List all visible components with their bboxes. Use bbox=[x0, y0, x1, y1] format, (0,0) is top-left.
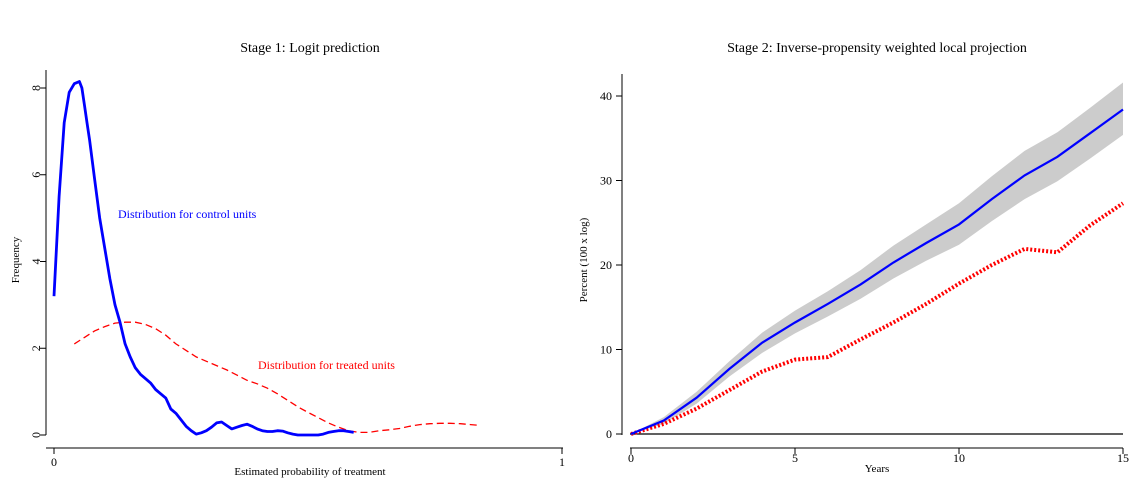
left-y-tick-label: 2 bbox=[29, 345, 43, 351]
right-x-tick-label: 10 bbox=[953, 451, 965, 465]
left-x-tick-label: 1 bbox=[559, 455, 565, 469]
control-units-annotation: Distribution for control units bbox=[118, 207, 257, 221]
treated-density-line bbox=[73, 321, 481, 434]
right-x-ticks: 0 5 10 15 bbox=[628, 448, 1129, 465]
comparison-line bbox=[630, 201, 1125, 436]
right-x-tick-label: 15 bbox=[1117, 451, 1129, 465]
left-series-group bbox=[52, 80, 481, 437]
right-confidence-band-group bbox=[631, 82, 1123, 434]
left-y-tick-label: 0 bbox=[29, 432, 43, 438]
left-y-tick-label: 8 bbox=[29, 85, 43, 91]
right-y-tick-label: 20 bbox=[600, 258, 612, 272]
right-y-tick-label: 10 bbox=[600, 343, 612, 357]
right-series-group bbox=[630, 108, 1125, 436]
left-x-tick-label: 0 bbox=[51, 455, 57, 469]
right-y-tick-label: 30 bbox=[600, 174, 612, 188]
right-x-tick-label: 0 bbox=[628, 451, 634, 465]
right-panel: Stage 2: Inverse-propensity weighted loc… bbox=[578, 41, 1129, 475]
left-y-axis-label: Frequency bbox=[10, 236, 22, 283]
right-y-tick-label: 40 bbox=[600, 89, 612, 103]
left-chart-title: Stage 1: Logit prediction bbox=[240, 41, 380, 56]
confidence-band bbox=[631, 82, 1123, 434]
left-panel: Stage 1: Logit prediction Frequency Esti… bbox=[10, 41, 565, 478]
left-y-ticks: 0 2 4 6 8 bbox=[29, 85, 46, 438]
right-chart-title: Stage 2: Inverse-propensity weighted loc… bbox=[727, 41, 1027, 56]
right-y-ticks: 0 10 20 30 40 bbox=[600, 89, 622, 441]
left-y-tick-label: 6 bbox=[29, 172, 43, 178]
left-y-tick-label: 4 bbox=[29, 259, 43, 265]
control-density-line bbox=[52, 80, 354, 437]
treated-units-annotation: Distribution for treated units bbox=[258, 358, 395, 372]
estimate-line bbox=[630, 108, 1124, 436]
right-x-tick-label: 5 bbox=[792, 451, 798, 465]
right-y-axis-label: Percent (100 x log) bbox=[578, 217, 590, 302]
left-x-axis-label: Estimated probability of treatment bbox=[234, 466, 385, 478]
right-x-axis-label: Years bbox=[865, 463, 890, 475]
right-y-tick-label: 0 bbox=[606, 427, 612, 441]
